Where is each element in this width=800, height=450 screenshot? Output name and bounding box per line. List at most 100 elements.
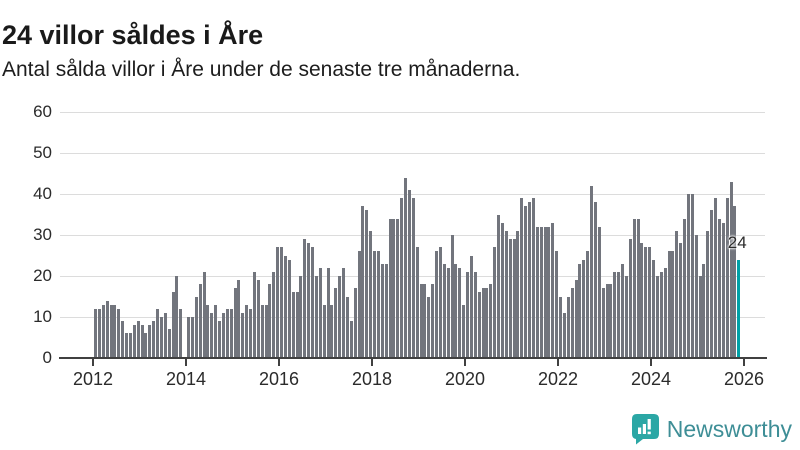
bar [628, 239, 632, 358]
bar [438, 247, 442, 358]
bar [287, 259, 291, 358]
bar [446, 267, 450, 358]
brand-footer: Newsworthy [631, 413, 792, 445]
bar [148, 325, 152, 358]
x-axis-tick-label: 2026 [723, 369, 765, 389]
bar [698, 276, 702, 358]
bar [280, 247, 283, 358]
bar [679, 243, 683, 358]
bar [163, 312, 167, 358]
bar [485, 288, 489, 358]
bar [384, 263, 388, 358]
bar [601, 288, 605, 358]
bar [156, 308, 159, 358]
x-axis-tick-label: 2016 [258, 369, 300, 389]
bar [686, 194, 690, 358]
bar [152, 321, 156, 358]
bar [431, 284, 435, 358]
highlighted-bar [737, 259, 741, 358]
y-axis-tick-label: 40 [33, 184, 52, 203]
bar [349, 321, 353, 358]
x-axis-tick-label: 2020 [444, 369, 486, 389]
y-gridline [60, 193, 765, 195]
bar [125, 333, 128, 358]
bar [128, 333, 132, 358]
bar [473, 271, 477, 358]
bar [694, 235, 698, 358]
bar [562, 312, 566, 358]
bar [462, 304, 466, 358]
bar [167, 329, 171, 358]
x-axis-tick [557, 359, 559, 366]
y-gridline [60, 111, 765, 113]
bar [578, 263, 582, 358]
bar [361, 206, 365, 358]
bar [373, 251, 376, 358]
bar [179, 308, 183, 358]
bar [466, 271, 469, 358]
bar [671, 251, 675, 358]
bar [264, 304, 268, 358]
bar [268, 284, 272, 358]
bar [214, 304, 218, 358]
bar [260, 304, 264, 358]
bar [617, 271, 621, 358]
bar [555, 251, 559, 358]
bar [136, 321, 140, 358]
bar [334, 288, 338, 358]
bar [667, 251, 671, 358]
highlight-value-label: 24 [727, 232, 747, 252]
page-title: 24 villor såldes i Åre [2, 20, 264, 51]
bar [574, 280, 578, 358]
bar [388, 218, 392, 358]
bar [132, 325, 136, 358]
bar [109, 304, 113, 358]
bar [415, 247, 419, 358]
bar [706, 230, 710, 358]
bar [500, 222, 504, 358]
x-axis-tick-label: 2024 [630, 369, 672, 389]
bar [710, 210, 714, 358]
bar [458, 267, 462, 358]
bar [322, 304, 326, 358]
x-axis-tick [464, 359, 466, 366]
bar [559, 296, 562, 358]
bar [299, 276, 303, 358]
bar [342, 267, 345, 358]
bar [516, 230, 520, 358]
bar [593, 202, 597, 358]
bar [442, 263, 446, 358]
bar [531, 198, 535, 358]
bar [113, 304, 117, 358]
bar [314, 276, 318, 358]
y-gridline [60, 152, 765, 154]
bar [566, 296, 570, 358]
bar [249, 308, 252, 358]
bar [345, 296, 349, 358]
bar [725, 198, 729, 358]
bar [636, 218, 640, 358]
bar [159, 317, 163, 358]
bar [411, 198, 415, 358]
bar [194, 296, 198, 358]
bar [621, 263, 624, 358]
bar [609, 284, 613, 358]
bar [225, 308, 229, 358]
bar [94, 308, 97, 358]
y-axis-tick-label: 0 [42, 348, 52, 367]
bar [551, 222, 555, 358]
bar [547, 226, 551, 358]
bar [613, 271, 617, 358]
bar [353, 288, 357, 358]
x-axis-tick [650, 359, 652, 366]
bar [233, 288, 237, 358]
brand-wordmark: Newsworthy [666, 415, 792, 442]
x-axis-tick-label: 2018 [351, 369, 393, 389]
bar [648, 247, 652, 358]
bar [675, 230, 679, 358]
bar [570, 288, 574, 358]
bar [543, 226, 547, 358]
y-axis-tick-label: 50 [33, 143, 52, 162]
bar [206, 304, 210, 358]
bar [659, 271, 663, 358]
